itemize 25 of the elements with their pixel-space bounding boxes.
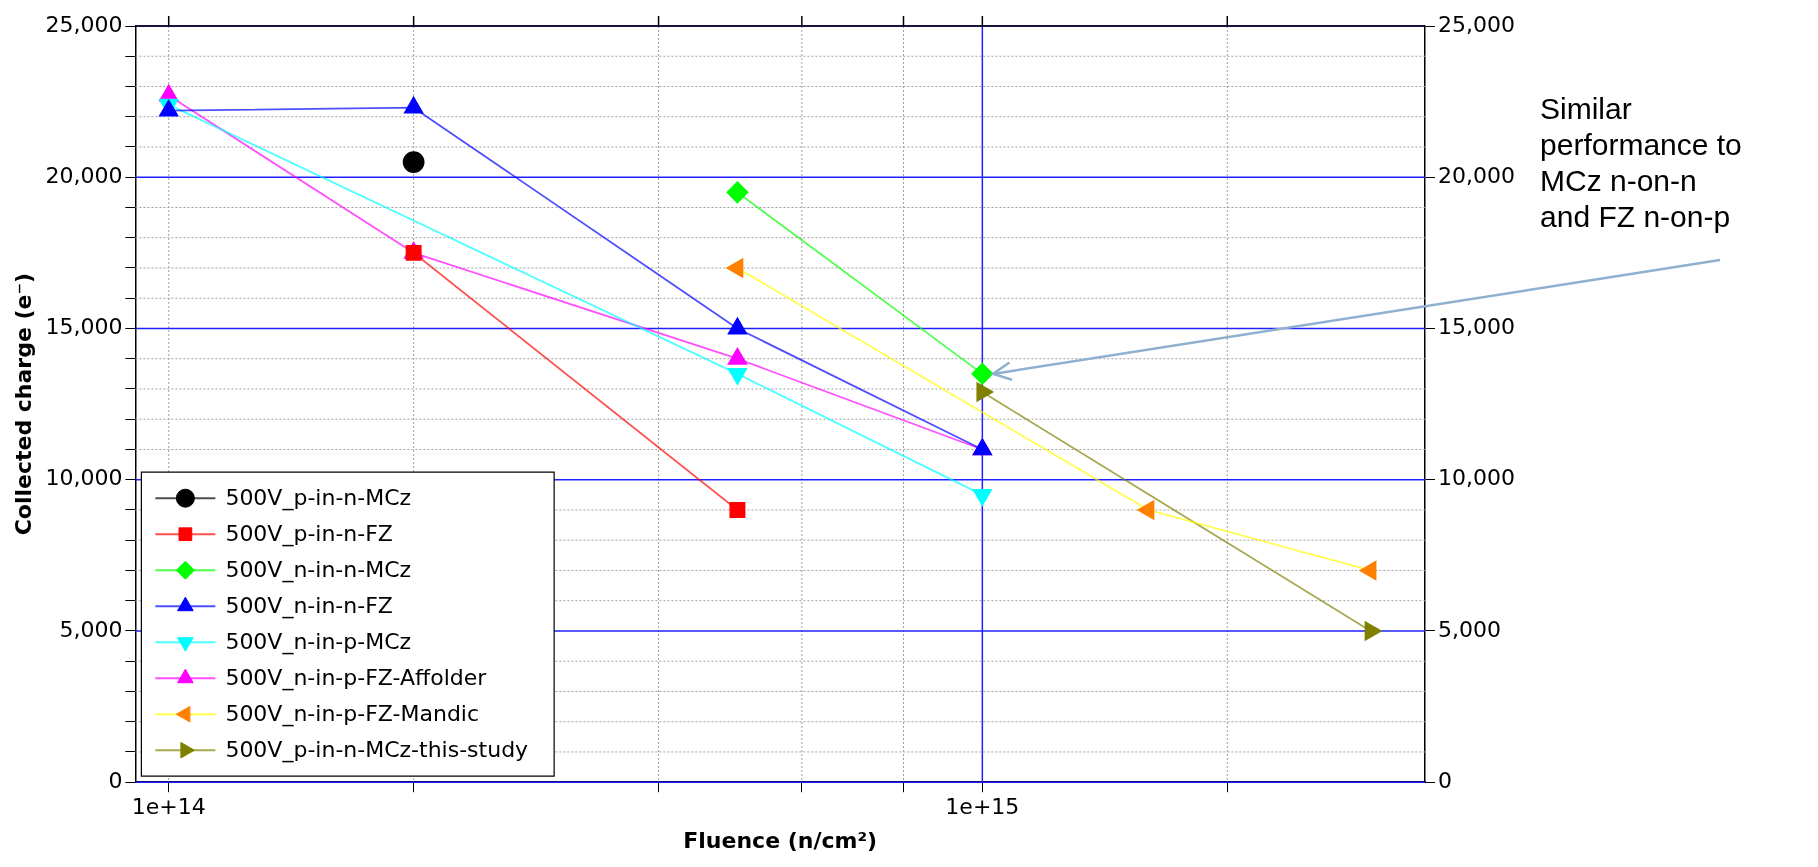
y2-tick-label: 20,000	[1438, 162, 1516, 188]
y-tick-label: 5,000	[59, 616, 123, 642]
y-axis-title: Collected charge (e⁻)	[10, 272, 36, 536]
legend-label: 500V_n-in-p-MCz	[225, 628, 412, 655]
y-tick-label: 10,000	[45, 465, 123, 491]
y2-tick-label: 10,000	[1438, 465, 1516, 491]
legend-label: 500V_n-in-p-FZ-Mandic	[225, 700, 480, 727]
y-tick-label: 0	[108, 767, 123, 793]
y2-tick-label: 5,000	[1438, 616, 1502, 642]
legend-label: 500V_n-in-n-MCz	[225, 556, 412, 583]
y2-tick-label: 25,000	[1438, 11, 1516, 37]
legend-label: 500V_p-in-n-MCz	[225, 484, 412, 511]
legend-label: 500V_n-in-p-FZ-Affolder	[225, 664, 488, 691]
y-tick-label: 25,000	[45, 11, 123, 37]
legend-label: 500V_p-in-n-FZ	[225, 520, 393, 547]
x-tick-label: 1e+15	[945, 794, 1020, 820]
x-tick-label: 1e+14	[131, 794, 206, 820]
y-tick-label: 20,000	[45, 162, 123, 188]
x-axis-title: Fluence (n/cm²)	[683, 827, 878, 853]
legend-label: 500V_n-in-n-FZ	[225, 592, 393, 619]
y2-tick-label: 15,000	[1438, 314, 1516, 340]
y2-tick-label: 0	[1438, 767, 1453, 793]
legend-label: 500V_p-in-n-MCz-this-study	[225, 736, 529, 763]
text: Similar performance to MCz n-on-n and FZ n-on-p	[1540, 92, 1742, 234]
y-tick-label: 15,000	[45, 314, 123, 340]
